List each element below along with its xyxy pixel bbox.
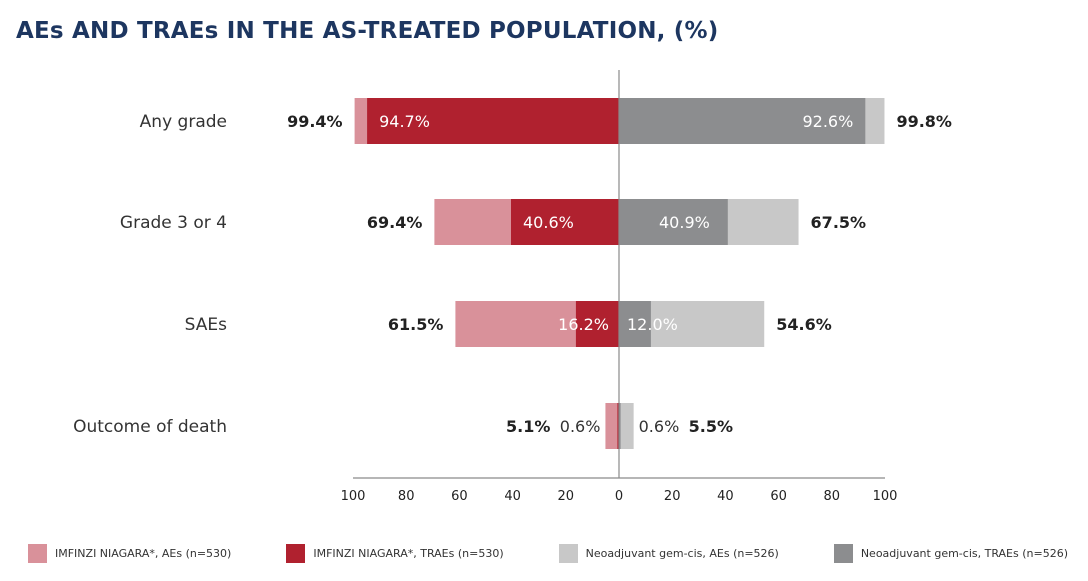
legend-label: IMFINZI NIAGARA*, AEs (n=530) — [55, 546, 232, 560]
data-label-gemcis-traes: 40.9% — [659, 213, 710, 232]
data-label-gemcis-traes: 0.6% — [639, 417, 680, 436]
bar-gemcis-traes — [619, 301, 651, 347]
legend-label: IMFINZI NIAGARA*, TRAEs (n=530) — [313, 546, 504, 560]
legend-item: IMFINZI NIAGARA*, AEs (n=530) — [28, 543, 232, 563]
x-tick-label: 100 — [873, 489, 898, 504]
data-label-imfinzi-aes: 5.1% — [506, 417, 550, 436]
category-label: Outcome of death — [73, 417, 227, 437]
data-label-imfinzi-traes: 94.7% — [379, 112, 430, 131]
bar-gemcis-traes — [619, 98, 866, 144]
data-label-imfinzi-aes: 99.4% — [287, 112, 343, 131]
category-label: Grade 3 or 4 — [120, 213, 227, 233]
x-tick-label: 100 — [341, 489, 366, 504]
legend-swatch — [286, 543, 306, 563]
legend-item: IMFINZI NIAGARA*, TRAEs (n=530) — [286, 543, 504, 563]
axis-layer: 100 80 60 40 20 0 20 40 60 80 100 — [341, 70, 898, 504]
data-label-gemcis-aes: 5.5% — [689, 417, 733, 436]
x-tick-label: 20 — [664, 489, 681, 504]
x-tick-label: 40 — [504, 489, 521, 504]
bar-imfinzi-aes — [605, 403, 619, 449]
data-label-imfinzi-aes: 69.4% — [367, 213, 423, 232]
legend-label: Neoadjuvant gem-cis, TRAEs (n=526) — [860, 546, 1068, 560]
butterfly-bar-chart: 100 80 60 40 20 0 20 40 60 80 100 Any grade Grade 3… — [73, 70, 952, 504]
x-tick-label: 80 — [398, 489, 415, 504]
legend-item: Neoadjuvant gem-cis, TRAEs (n=526) — [833, 543, 1068, 563]
bar-gemcis-traes — [619, 199, 728, 245]
bar-gemcis-aes — [619, 403, 634, 449]
labels-layer: Any grade Grade 3 or 4 SAEs Outcome of deat… — [73, 112, 952, 437]
x-tick-label: 60 — [770, 489, 787, 504]
data-label-imfinzi-traes: 16.2% — [558, 315, 609, 334]
bar-imfinzi-traes — [511, 199, 619, 245]
category-label: Any grade — [140, 112, 227, 132]
chart-title: AEs AND TRAEs IN THE AS-TREATED POPULATI… — [16, 18, 719, 44]
data-label-gemcis-aes: 67.5% — [811, 213, 867, 232]
category-label: SAEs — [185, 315, 227, 335]
data-label-gemcis-aes: 99.8% — [896, 112, 952, 131]
x-tick-label: 0 — [615, 489, 623, 504]
data-label-imfinzi-traes: 0.6% — [560, 417, 601, 436]
data-label-gemcis-aes: 54.6% — [776, 315, 832, 334]
data-label-gemcis-traes: 12.0% — [627, 315, 678, 334]
legend-label: Neoadjuvant gem-cis, AEs (n=526) — [585, 546, 779, 560]
x-tick-label: 20 — [558, 489, 575, 504]
x-tick-label: 80 — [824, 489, 841, 504]
bars-layer — [354, 98, 885, 449]
legend-swatch — [558, 543, 578, 563]
bar-imfinzi-traes — [367, 98, 619, 144]
x-tick-label: 60 — [451, 489, 468, 504]
data-label-imfinzi-aes: 61.5% — [388, 315, 444, 334]
legend-item: Neoadjuvant gem-cis, AEs (n=526) — [558, 543, 779, 563]
legend-swatch — [28, 543, 47, 563]
bar-gemcis-traes — [619, 403, 621, 449]
legend: IMFINZI NIAGARA*, AEs (n=530) IMFINZI NIA… — [28, 542, 1068, 564]
bar-imfinzi-traes — [617, 403, 619, 449]
bar-imfinzi-traes — [575, 301, 619, 347]
data-label-imfinzi-traes: 40.6% — [523, 213, 574, 232]
x-tick-label: 40 — [717, 489, 734, 504]
legend-swatch — [833, 543, 853, 563]
data-label-gemcis-traes: 92.6% — [802, 112, 853, 131]
